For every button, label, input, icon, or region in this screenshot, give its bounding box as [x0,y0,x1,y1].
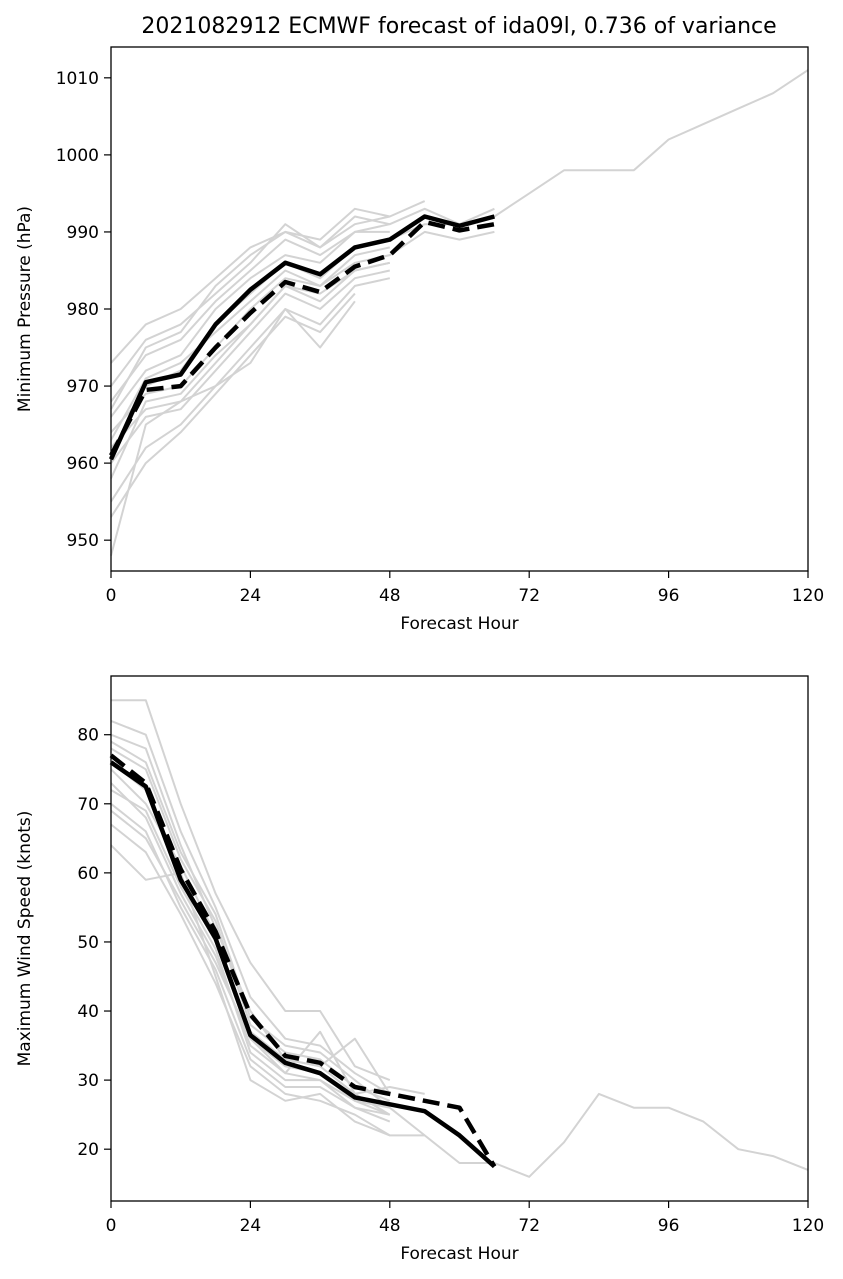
pressure-ensemble-line-10 [110,269,391,464]
pressure-ensemble-line-4 [110,207,391,364]
wind-x-tick-label: 0 [106,1216,117,1236]
pressure-x-tick-label: 96 [658,586,680,606]
wind-x-axis: 0 24 48 72 96 120 [106,1201,824,1236]
wind-x-tick-label: 24 [240,1216,262,1236]
wind-ensemble-line-9 [110,733,391,1095]
wind-chart: 0 24 48 72 96 120 20 30 40 50 60 70 80 Forecast Hou… [15,675,824,1264]
pressure-x-tick-label: 72 [518,586,540,606]
pressure-mean-solid-line [108,214,495,461]
pressure-y-tick-label: 1000 [56,146,99,166]
wind-y-tick-label: 20 [77,1140,99,1160]
pressure-y-tick-label: 950 [67,531,99,551]
wind-ensemble-line-14 [110,809,391,1116]
pressure-x-tick-label: 24 [240,586,262,606]
pressure-y-tick-label: 1010 [56,69,99,89]
wind-ensemble-line-8 [110,782,391,1116]
pressure-y-tick-label: 970 [67,377,99,397]
pressure-x-axis-label: Forecast Hour [400,614,518,634]
pressure-x-axis: 0 24 48 72 96 120 [106,571,824,606]
pressure-chart: 2021082912 ECMWF forecast of ida09l, 0.7… [15,14,824,634]
pressure-y-axis: 950 960 970 980 990 1000 1010 [56,69,111,551]
pressure-ensemble-line-11 [110,207,495,403]
wind-x-tick-label: 96 [658,1216,680,1236]
wind-x-tick-label: 48 [379,1216,401,1236]
wind-x-tick-label: 120 [792,1216,824,1236]
pressure-y-tick-label: 980 [67,300,99,320]
pressure-ensemble-line-9 [110,246,391,441]
wind-y-tick-label: 70 [77,795,99,815]
pressure-y-axis-label: Minimum Pressure (hPa) [15,206,35,412]
wind-ensemble-line-12 [110,789,390,1116]
pressure-plot-area [108,69,809,556]
pressure-ensemble-line-6 [110,277,391,503]
wind-x-tick-label: 72 [518,1216,540,1236]
pressure-y-tick-label: 960 [67,454,99,474]
wind-ensemble-line-4 [110,844,391,1137]
wind-ensemble-line-10 [110,823,425,1137]
wind-y-tick-label: 50 [77,933,99,953]
pressure-ensemble-line-15 [110,261,391,449]
wind-y-tick-label: 40 [77,1002,99,1022]
wind-y-tick-label: 60 [77,864,99,884]
pressure-ensemble-line-7 [110,230,390,418]
pressure-x-tick-label: 0 [106,586,117,606]
wind-ensemble-line-5 [110,719,391,1095]
wind-y-tick-label: 80 [77,726,99,746]
wind-axes-frame [110,675,809,1202]
pressure-x-tick-label: 48 [379,586,401,606]
chart-title: 2021082912 ECMWF forecast of ida09l, 0.7… [141,14,776,39]
wind-x-axis-label: Forecast Hour [400,1244,518,1264]
pressure-x-tick-label: 120 [792,586,824,606]
wind-mean-solid-line [109,760,496,1169]
pressure-mean-dashed-line [109,219,495,457]
wind-y-axis-label: Maximum Wind Speed (knots) [15,811,35,1067]
pressure-ensemble-line-14 [110,215,391,410]
pressure-y-tick-label: 990 [67,223,99,243]
wind-plot-area [109,699,809,1178]
wind-y-tick-label: 30 [77,1071,99,1091]
wind-y-axis: 20 30 40 50 60 70 80 [77,726,111,1160]
wind-ensemble-line-6 [110,803,391,1123]
wind-mean-dashed-line [109,753,497,1168]
pressure-ensemble-line-12 [110,292,356,518]
